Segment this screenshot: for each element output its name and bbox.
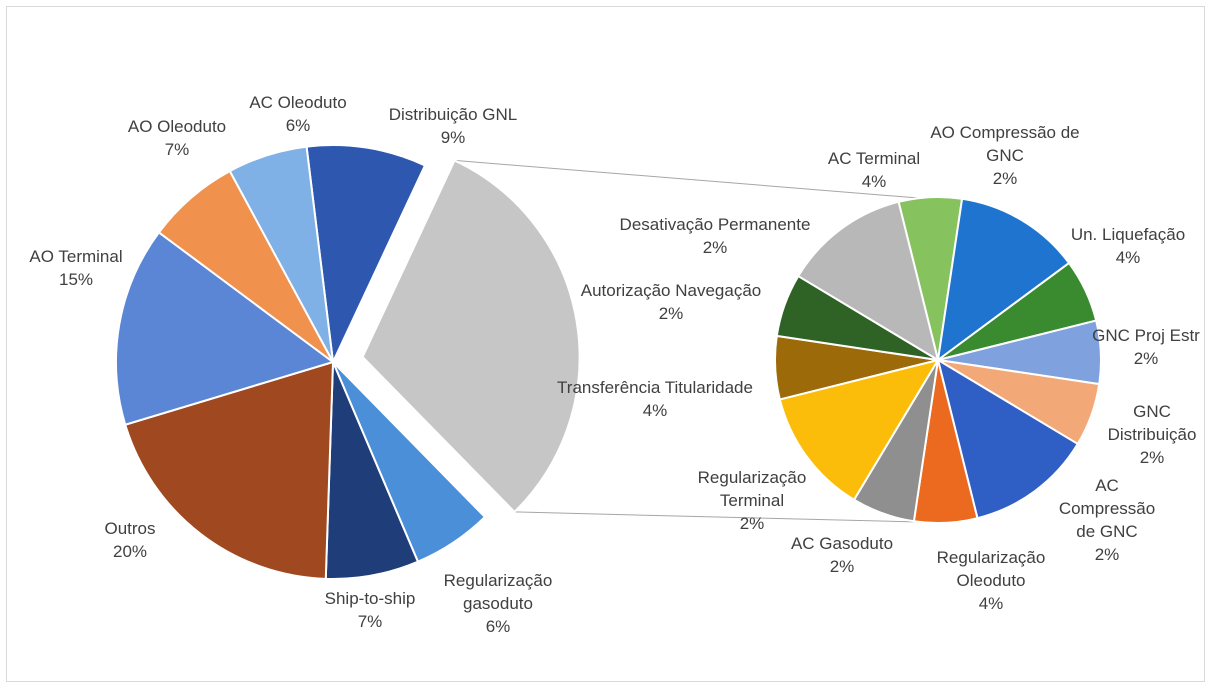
main-slice-ao-terminal: [115, 231, 336, 426]
label-ac-oleoduto: AC Oleoduto 6%: [249, 93, 346, 135]
secondary-slice-transferencia-titularidade: [778, 358, 941, 502]
main-pie: [115, 144, 581, 580]
label-regularizacao-terminal: Regularização Terminal 2%: [698, 468, 807, 533]
label-gnc-distribuicao: GNC Distribuição 2%: [1108, 402, 1197, 467]
main-slice-outros: [124, 360, 335, 580]
secondary-slice-regularizacao-oleoduto: [936, 357, 1080, 520]
label-ship-to-ship: Ship-to-ship 7%: [325, 589, 416, 631]
label-outros: Outros 20%: [104, 519, 155, 561]
label-gnc-proj-estr: GNC Proj Estr 2%: [1092, 326, 1200, 368]
label-distribuicao-gnl: Distribuição GNL 9%: [389, 105, 518, 147]
connector-line-top: [454, 159, 919, 199]
label-autorizacao-navegacao: Autorização Navegação 2%: [581, 281, 762, 323]
label-regularizacao-oleoduto: Regularização Oleoduto 4%: [937, 548, 1046, 613]
label-regularizacao-gasoduto: Regularização gasoduto 6%: [444, 571, 553, 636]
connector-lines: [454, 159, 919, 523]
data-labels: Distribuição GNL 9% Regularização gasoduto 6…: [29, 93, 1200, 636]
label-ac-gasoduto: AC Gasoduto 2%: [791, 534, 893, 576]
label-desativacao-permanente: Desativação Permanente 2%: [620, 215, 811, 257]
label-ac-terminal: AC Terminal 4%: [828, 149, 920, 191]
label-transferencia-titularidade: Transferência Titularidade 4%: [557, 378, 753, 420]
label-ao-compressao-de-gnc: AO Compressão de GNC 2%: [930, 123, 1079, 188]
secondary-slice-ac-terminal: [796, 200, 940, 363]
main-slice-other: [361, 159, 581, 514]
label-un-liquefacao: Un. Liquefação 4%: [1071, 225, 1185, 267]
label-ac-compressao-de-gnc: AC Compressão de GNC 2%: [1059, 476, 1155, 564]
secondary-pie: [774, 196, 1102, 524]
label-ao-oleoduto: AO Oleoduto 7%: [128, 117, 226, 159]
connector-line-bottom: [514, 511, 919, 523]
main-slice-ac-oleoduto: [228, 145, 334, 363]
secondary-slice-un-liquefacao: [936, 197, 1071, 363]
label-ao-terminal: AO Terminal 15%: [29, 247, 122, 289]
main-slice-distribuicao-gnl: [305, 144, 427, 366]
